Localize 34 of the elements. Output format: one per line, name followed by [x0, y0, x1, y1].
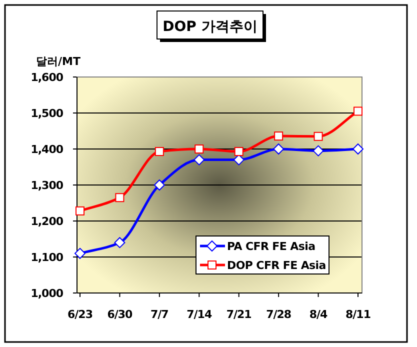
x-tick-label: 7/7: [150, 308, 168, 321]
point: [74, 248, 86, 259]
x-tick-label: 7/21: [226, 308, 252, 321]
point: [154, 147, 164, 156]
y-tick-label: 1,000: [30, 287, 64, 300]
y-tick-label: 1,500: [30, 107, 64, 120]
point: [234, 147, 244, 156]
point: [154, 180, 165, 190]
x-tick-label: 7/14: [186, 308, 212, 321]
point: [312, 145, 324, 156]
y-tick-label: 1,400: [30, 143, 64, 156]
x-tick-label: 7/28: [266, 308, 292, 321]
point: [114, 237, 126, 248]
y-axis-title: 달러/MT: [36, 55, 81, 68]
x-tick-label: 6/23: [68, 308, 92, 321]
point: [76, 206, 84, 216]
x-tick-label: 8/4: [309, 308, 328, 321]
legend-label: DOP CFR FE Asia: [227, 259, 326, 272]
y-tick-label: 1,200: [30, 215, 64, 228]
point: [314, 132, 323, 141]
y-tick-label: 1,600: [30, 71, 64, 84]
point: [354, 106, 362, 116]
point: [194, 144, 204, 154]
x-tick-label: 8/11: [346, 308, 370, 321]
x-tick-label: 6/30: [107, 308, 134, 321]
y-tick-label: 1,300: [30, 179, 64, 192]
point: [194, 154, 205, 166]
point: [273, 144, 284, 154]
y-tick-label: 1,100: [30, 251, 64, 264]
point: [115, 193, 124, 202]
point: [274, 132, 284, 141]
point: [352, 144, 364, 154]
legend-label: PA CFR FE Asia: [227, 240, 316, 253]
chart-title: DOP 가격추이: [162, 19, 258, 35]
